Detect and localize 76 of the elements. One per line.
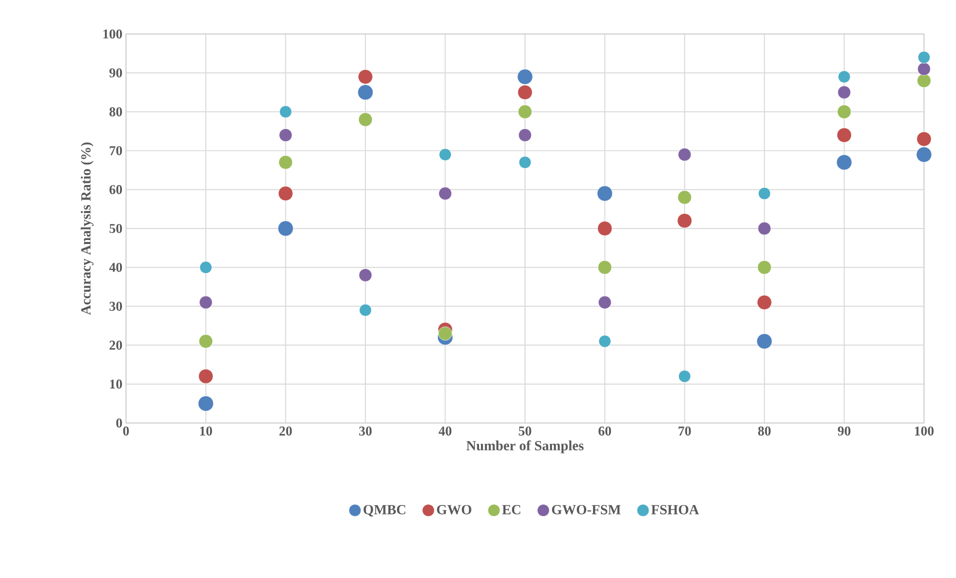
point (518, 128, 532, 142)
x-tick-label: 0 (123, 426, 129, 436)
point (278, 220, 294, 236)
point (678, 190, 692, 204)
point (598, 335, 612, 348)
point (757, 260, 772, 274)
x-tick-label: 70 (678, 426, 691, 436)
legend-label: GWO (437, 504, 472, 514)
y-tick-label: 80 (109, 107, 122, 116)
point (836, 154, 852, 170)
point (918, 51, 930, 64)
point (518, 104, 532, 119)
y-tick-label: 10 (110, 380, 122, 389)
point (677, 213, 692, 228)
point (279, 106, 292, 118)
x-tick-label: 90 (838, 426, 850, 436)
point (198, 334, 213, 348)
y-tick-label: 100 (103, 29, 122, 39)
point (757, 294, 772, 310)
point (598, 296, 612, 309)
point (358, 268, 372, 282)
point (518, 156, 532, 169)
point (598, 260, 612, 274)
point (198, 396, 214, 412)
x-tick-label: 10 (200, 426, 212, 436)
y-axis-title: Accuracy Analysis Ratio (%) (80, 142, 94, 315)
point (358, 69, 373, 84)
point (518, 84, 532, 100)
y-tick-label: 60 (109, 185, 122, 194)
point (837, 104, 852, 119)
point (279, 128, 292, 142)
x-tick-label: 30 (359, 426, 372, 436)
point (756, 333, 772, 350)
x-tick-label: 80 (758, 426, 771, 436)
point (358, 84, 374, 100)
y-tick-label: 70 (110, 146, 122, 156)
point (916, 146, 932, 162)
point (597, 221, 612, 236)
point (439, 148, 452, 161)
point (838, 70, 850, 83)
point (358, 112, 372, 127)
x-tick-label: 40 (438, 426, 452, 436)
point (597, 186, 613, 202)
y-tick-label: 40 (109, 262, 122, 272)
point (838, 86, 851, 99)
point (198, 368, 214, 384)
point (917, 74, 932, 88)
point (359, 304, 372, 316)
x-axis-title: Number of Samples (466, 440, 584, 454)
x-tick-label: 60 (598, 426, 612, 436)
point (917, 62, 931, 76)
x-tick-label: 100 (915, 426, 934, 436)
point (758, 187, 771, 200)
legend-label: QMBC (364, 504, 406, 516)
x-tick-label: 20 (279, 426, 292, 436)
point (438, 326, 452, 341)
point (438, 186, 452, 200)
legend-label: EC (502, 504, 520, 514)
point (199, 296, 212, 309)
point (678, 370, 691, 383)
point (278, 186, 294, 201)
y-tick-label: 0 (116, 418, 122, 428)
point (278, 155, 293, 170)
point (836, 128, 852, 143)
point (916, 132, 932, 146)
y-tick-label: 90 (109, 68, 122, 78)
point (678, 148, 692, 162)
point (758, 222, 772, 236)
y-tick-label: 50 (110, 224, 122, 234)
legend-label: FSHOA (651, 504, 699, 514)
point (517, 68, 533, 85)
point (200, 261, 212, 274)
legend-label: GWO-FSM (552, 504, 621, 514)
y-tick-label: 20 (110, 340, 122, 350)
y-tick-label: 30 (110, 302, 122, 311)
x-tick-label: 50 (518, 426, 532, 436)
